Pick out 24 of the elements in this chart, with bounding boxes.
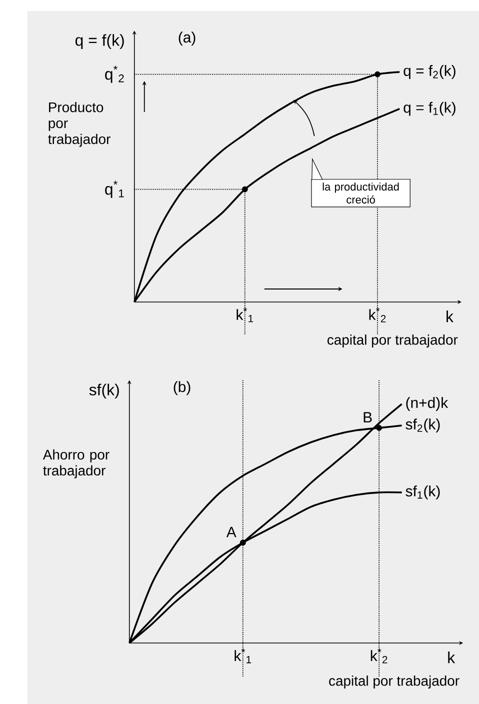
x-tick-label: k$^{*}$2 (370, 648, 388, 664)
series-label: q = f$_{1}$(k) (404, 102, 456, 116)
text: capital por trabajador (328, 676, 460, 689)
text: Ahorro por trabajador (42, 449, 110, 478)
x-tick-label: k$^{*}$1 (234, 648, 251, 664)
x-tick-label: k$^{*}$1 (236, 308, 253, 322)
series-label: sf$_{2}$(k) (406, 418, 440, 432)
series-label: q = f$_{2}$(k) (404, 65, 456, 79)
text: Producto por trabajador (48, 102, 110, 147)
annotation: B (364, 412, 372, 422)
y-axis-title: sf(k) (89, 384, 119, 399)
ref-line-label: q$^{*}$2 (104, 66, 124, 83)
series-label: (n+d)k (406, 397, 448, 411)
x-axis-title: k (448, 652, 455, 664)
ref-line-label: q$^{*}$1 (104, 180, 124, 198)
x-axis-title: k (446, 310, 454, 322)
y-axis-title: q = f(k) (75, 34, 124, 50)
series-label: sf$_{1}$(k) (406, 485, 440, 500)
annotation: la productividad creció (322, 182, 399, 204)
text: capital por trabajador (327, 334, 458, 348)
chart-title: (a) (178, 32, 196, 46)
annotation: A (226, 526, 236, 538)
chart-title: (b) (174, 381, 190, 396)
x-tick-label: k$^{*}$2 (369, 308, 386, 322)
